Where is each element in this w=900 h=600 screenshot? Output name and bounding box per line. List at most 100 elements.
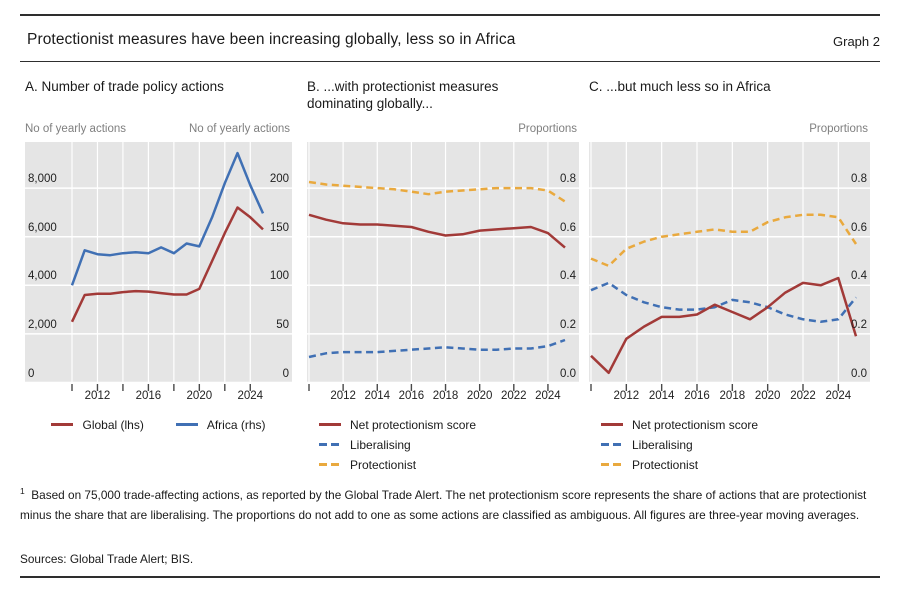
chart-canvas	[589, 142, 870, 391]
y-axis-label-right: 0.8	[560, 173, 576, 186]
legend-label: Liberalising	[632, 437, 693, 452]
footnote: 1 Based on 75,000 trade-affecting action…	[20, 481, 882, 525]
panel-a-plot: 0 2,000 4,000 6,000 8,000 0 50 100 150 200 2012 201…	[25, 142, 292, 402]
y-axis-label-right: 0	[282, 367, 289, 380]
x-axis-label: 2020	[466, 390, 493, 402]
series-line-liberalising	[590, 281, 857, 324]
y-axis-label-right: 150	[269, 221, 289, 234]
x-axis-label: 2020	[186, 390, 213, 402]
x-axis-label: 2024	[237, 390, 264, 402]
y-axis-label-right: 100	[269, 270, 289, 283]
series-line-protectionist	[308, 180, 566, 203]
x-axis-label: 2012	[330, 390, 356, 402]
x-axis-label: 2016	[135, 390, 162, 402]
left-axis-unit: No of yearly actions	[25, 123, 126, 135]
legend-label: Liberalising	[350, 437, 411, 452]
y-axis-label-left: 2,000	[28, 318, 57, 331]
panel-c-plot: 0.0 0.2 0.4 0.6 0.8 2012 2014 2016 2018 2020 2022 2…	[589, 142, 870, 402]
dashed-line-swatch-icon	[601, 463, 623, 466]
series-line-global-lhs	[70, 206, 264, 323]
x-axis-label: 2016	[684, 390, 710, 402]
chart-canvas	[307, 142, 579, 391]
y-axis-label-right: 0.4	[851, 270, 867, 283]
right-axis-unit: Proportions	[809, 123, 868, 135]
panel-c-axis-units: Proportions	[589, 123, 870, 138]
y-axis-label-right: 0.4	[560, 270, 576, 283]
x-axis-label: 2020	[754, 390, 781, 402]
legend-item-liberalising: Liberalising	[319, 436, 579, 453]
right-axis-unit: No of yearly actions	[189, 123, 290, 135]
series-line-net-protectionism-score	[590, 276, 858, 375]
sources-line: Sources: Global Trade Alert; BIS.	[20, 552, 194, 566]
legend-item-net-protectionism-score: Net protectionism score	[319, 416, 579, 433]
solid-line-swatch-icon	[319, 423, 341, 426]
y-axis-label-right: 0.6	[851, 221, 867, 234]
panel-b: B. ...with protectionist measures domina…	[307, 78, 579, 498]
y-axis-label-right: 50	[276, 318, 289, 331]
x-axis-label: 2022	[790, 390, 816, 402]
panel-b-plot: 0.0 0.2 0.4 0.6 0.8 2012 2014 2016 2018 2020 2022 2…	[307, 142, 579, 402]
panel-c: C. ...but much less so in Africa Proport…	[589, 78, 870, 498]
solid-line-swatch-icon	[175, 423, 198, 426]
panel-a-title: A. Number of trade policy actions	[25, 79, 224, 94]
y-axis-label-right: 0.2	[560, 318, 576, 331]
dashed-line-swatch-icon	[319, 463, 341, 466]
panel-c-title: C. ...but much less so in Africa	[589, 79, 771, 94]
legend-item-net-protectionism-score: Net protectionism score	[601, 416, 870, 433]
legend-label: Net protectionism score	[632, 417, 759, 432]
x-axis-label: 2014	[364, 390, 391, 402]
legend-label: Net protectionism score	[350, 417, 477, 432]
solid-line-swatch-icon	[601, 423, 623, 426]
legend-label: Africa (rhs)	[206, 417, 266, 432]
legend-item-liberalising: Liberalising	[601, 436, 870, 453]
footnote-marker: 1	[20, 486, 25, 496]
y-axis-label-left: 6,000	[28, 221, 57, 234]
x-axis-label: 2014	[648, 390, 675, 402]
x-axis-label: 2024	[825, 390, 852, 402]
legend-item-protectionist: Protectionist	[319, 456, 579, 473]
panel-b-legend: Net protectionism score Liberalising Prote…	[307, 416, 579, 473]
y-axis-label-left: 0	[28, 367, 35, 380]
y-axis-label-right: 0.0	[560, 367, 576, 380]
panel-a-axis-units: No of yearly actions No of yearly action…	[25, 123, 292, 138]
figure-title: Protectionist measures have been increas…	[27, 31, 516, 48]
graph-number-label: Graph 2	[833, 34, 880, 49]
legend-label: Global (lhs)	[82, 417, 144, 432]
panel-a-legend: Global (lhs) Africa (rhs)	[25, 416, 292, 433]
y-axis-label-right: 0.2	[851, 318, 867, 331]
panel-b-axis-units: Proportions	[307, 123, 579, 138]
panel-a: A. Number of trade policy actions No of …	[25, 78, 292, 498]
dashed-line-swatch-icon	[319, 443, 341, 446]
series-line-liberalising	[308, 338, 566, 359]
series-line-protectionist	[590, 213, 858, 268]
x-axis-label: 2018	[719, 390, 746, 402]
x-axis-label: 2012	[613, 390, 640, 402]
title-divider-rule	[20, 61, 880, 62]
series-line-africa-rhs	[70, 151, 265, 286]
chart-canvas	[25, 142, 292, 391]
legend-item-protectionist: Protectionist	[601, 456, 870, 473]
right-axis-unit: Proportions	[518, 123, 577, 135]
panel-b-title: B. ...with protectionist measures domina…	[307, 79, 499, 111]
series-line-net-protectionism-score	[308, 213, 566, 249]
legend-label: Protectionist	[350, 457, 417, 472]
y-axis-label-left: 4,000	[28, 270, 57, 283]
footnote-text: Based on 75,000 trade-affecting actions,…	[20, 487, 867, 522]
x-axis-label: 2022	[501, 390, 527, 402]
legend-item-africa-rhs: Africa (rhs)	[175, 416, 266, 433]
dashed-line-swatch-icon	[601, 443, 623, 446]
y-axis-label-right: 0.6	[560, 221, 576, 234]
y-axis-label-right: 200	[269, 173, 289, 186]
legend-item-global-lhs: Global (lhs)	[51, 416, 144, 433]
panel-c-legend: Net protectionism score Liberalising Prote…	[589, 416, 870, 473]
solid-line-swatch-icon	[51, 423, 74, 426]
x-axis-label: 2024	[535, 390, 561, 402]
y-axis-label-right: 0.0	[851, 367, 867, 380]
x-axis-label: 2016	[398, 390, 425, 402]
bottom-rule	[20, 576, 880, 578]
x-axis-label: 2018	[432, 390, 459, 402]
legend-label: Protectionist	[632, 457, 699, 472]
x-axis-label: 2012	[84, 390, 111, 402]
y-axis-label-left: 8,000	[28, 173, 57, 186]
